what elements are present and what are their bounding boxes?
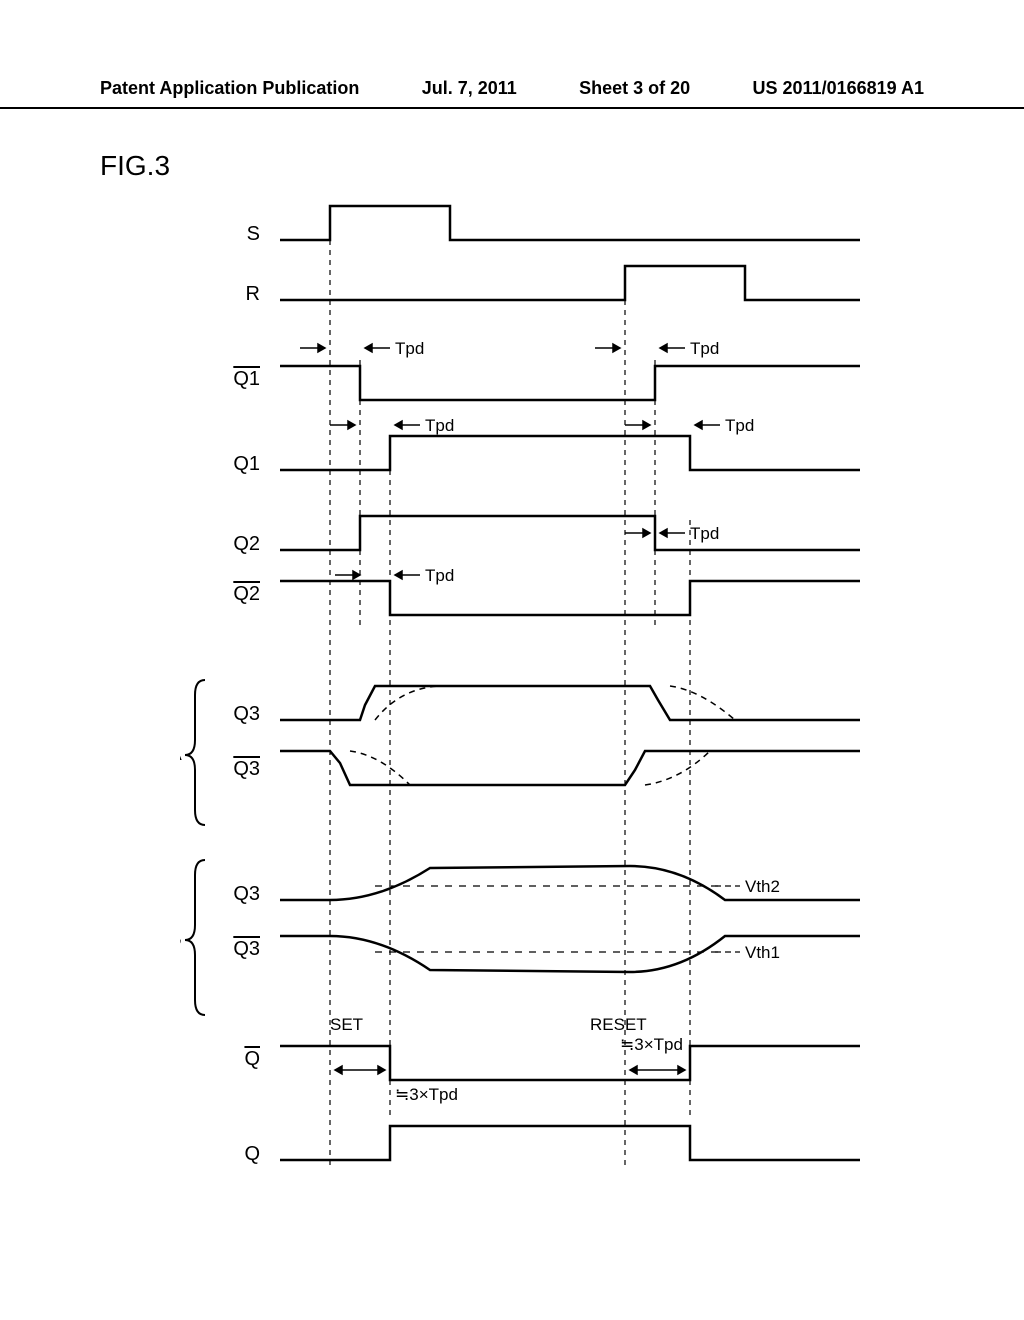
signal-S: S [247,206,860,245]
signal-Q1: Q1 [233,436,860,475]
svg-text:Tpd: Tpd [425,416,454,435]
signal-Qbar: Q [244,1046,860,1080]
signal-Q1bar: Q1 [233,366,860,400]
svg-text:B: B [180,928,182,950]
signal-Q3bar-B: Q3 Vth1 [233,936,860,972]
svg-text:Vth1: Vth1 [745,943,780,962]
svg-text:Q2: Q2 [233,533,260,555]
signal-R: R [246,266,860,305]
svg-text:Q3: Q3 [233,703,260,725]
svg-text:Q: Q [244,1048,260,1070]
reset-label: RESET [590,1015,647,1034]
timing-diagram: S R Tpd Tpd Q1 Tpd Tpd Q1 Q2 Tpd Tpd [180,200,900,1230]
tpd-annot-q1: Tpd Tpd [330,416,754,435]
svg-text:≒3×Tpd: ≒3×Tpd [395,1085,458,1104]
svg-text:Q1: Q1 [233,368,260,390]
signal-Q2: Q2 Tpd [233,516,860,555]
signal-Q3bar-A: Q3 [233,751,860,785]
svg-text:A: A [180,743,182,765]
header-left: Patent Application Publication [100,78,359,99]
group-A: A [180,680,205,825]
svg-text:Q2: Q2 [233,583,260,605]
signal-Q3-B: Q3 Vth2 [233,866,860,905]
header-pubnum: US 2011/0166819 A1 [753,78,924,99]
svg-text:Q3: Q3 [233,938,260,960]
group-B: B [180,860,205,1015]
tpd-annot-q1bar: Tpd Tpd [300,339,719,358]
svg-text:Tpd: Tpd [690,524,719,543]
page-header: Patent Application Publication Jul. 7, 2… [0,78,1024,109]
svg-text:Q1: Q1 [233,453,260,475]
svg-text:S: S [247,223,260,245]
header-sheet: Sheet 3 of 20 [579,78,690,99]
three-tpd-left: ≒3×Tpd [335,1066,458,1104]
header-date: Jul. 7, 2011 [422,78,517,99]
svg-text:≒3×Tpd: ≒3×Tpd [620,1035,683,1054]
svg-text:R: R [246,283,260,305]
svg-text:Vth2: Vth2 [745,877,780,896]
signal-Q3-A: Q3 [233,686,860,725]
svg-text:Tpd: Tpd [425,566,454,585]
svg-text:Q3: Q3 [233,758,260,780]
svg-text:Tpd: Tpd [690,339,719,358]
signal-Q: Q [244,1126,860,1165]
set-label: SET [330,1015,363,1034]
svg-text:Q3: Q3 [233,883,260,905]
three-tpd-right: ≒3×Tpd [620,1035,685,1074]
figure-label: FIG.3 [100,150,170,182]
signal-Q2bar: Q2 [233,581,860,615]
svg-text:Q: Q [244,1143,260,1165]
svg-text:Tpd: Tpd [725,416,754,435]
svg-text:Tpd: Tpd [395,339,424,358]
